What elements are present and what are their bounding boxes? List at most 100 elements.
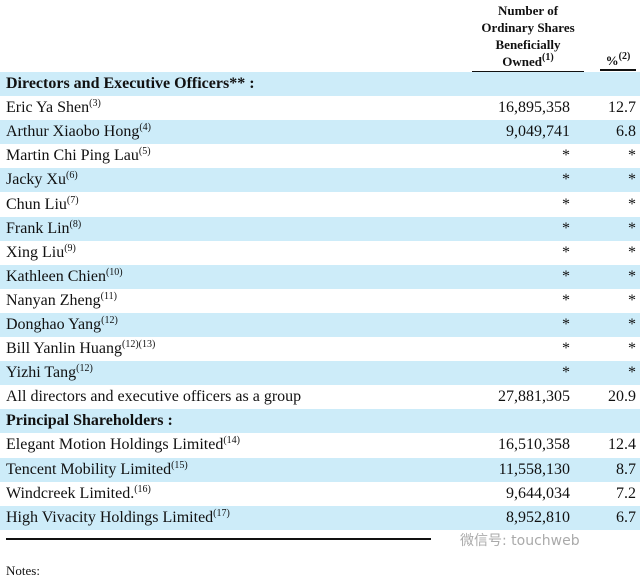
header-line: Owned(1) [472, 53, 584, 73]
name-text: Frank Lin [6, 219, 70, 237]
section-header-row: Directors and Executive Officers** : [0, 72, 640, 97]
row-name: Xing Liu(9) [0, 242, 460, 262]
name-text: Xing Liu [6, 243, 65, 261]
percent-cell: * [628, 171, 636, 189]
name-text: Chun Liu [6, 195, 67, 213]
table-row: All directors and executive officers as … [0, 385, 640, 409]
percent-cell: * [628, 291, 636, 309]
shares-cell: * [562, 267, 570, 285]
percent-cell: * [628, 195, 636, 213]
row-name: All directors and executive officers as … [0, 388, 460, 406]
percent-cell: * [628, 243, 636, 261]
table-row: Martin Chi Ping Lau(5) * * [0, 144, 640, 168]
row-name: Frank Lin(8) [0, 219, 460, 238]
row-name: Windcreek Limited.(16) [0, 483, 460, 503]
divider [6, 538, 431, 540]
shares-column-header: Number of Ordinary Shares Beneficially O… [470, 2, 586, 73]
percent-cell: * [628, 219, 636, 237]
header-line: Number of [497, 3, 559, 18]
section-header-row: Principal Shareholders : [0, 409, 640, 434]
row-name: Tencent Mobility Limited(15) [0, 459, 460, 479]
shares-cell: * [562, 219, 570, 237]
table-row: Jacky Xu(6) * * [0, 168, 640, 193]
footnote-ref: (11) [100, 290, 117, 302]
footnote-ref: (12) [76, 363, 93, 375]
name-text: Donghao Yang [6, 315, 102, 333]
table-row: Arthur Xiaobo Hong(4) 9,049,741 6.8 [0, 120, 640, 145]
table-row: Nanyan Zheng(11) * * [0, 289, 640, 313]
name-text: Principal Shareholders : [6, 412, 173, 430]
name-text: Windcreek Limited. [6, 484, 135, 502]
table-row: Kathleen Chien(10) * * [0, 264, 640, 289]
footnote-ref: (12)(13) [122, 339, 156, 351]
name-text: Kathleen Chien [6, 267, 106, 285]
row-name: Chun Liu(7) [0, 195, 460, 214]
ownership-table: Directors and Executive Officers** : Eric… [0, 72, 640, 530]
percent-cell: * [628, 315, 636, 333]
name-text: Elegant Motion Holdings Limited [6, 436, 224, 454]
notes-label: Notes: [6, 563, 40, 578]
header-line: Ordinary Shares [481, 20, 575, 35]
shares-cell: 16,895,358 [498, 99, 570, 117]
name-text: Nanyan Zheng [6, 291, 101, 309]
name-text: High Vivacity Holdings Limited [6, 508, 214, 526]
shares-cell: * [562, 195, 570, 213]
name-text: Directors and Executive Officers** : [6, 75, 255, 93]
table-row: High Vivacity Holdings Limited(17) 8,952,… [0, 505, 640, 530]
footnote-ref: (15) [171, 459, 188, 471]
shares-cell: * [562, 364, 570, 382]
footnote-ref: (17) [213, 507, 230, 519]
shares-cell: * [562, 340, 570, 358]
header-text: Owned [502, 54, 543, 69]
table-row: Bill Yanlin Huang(12)(13) * * [0, 337, 640, 361]
footnote-ref: (14) [223, 435, 240, 447]
percent-cell: 20.9 [608, 388, 636, 406]
table-row: Chun Liu(7) * * [0, 192, 640, 216]
percent-cell: 8.7 [616, 460, 636, 478]
percent-cell: 6.7 [616, 508, 636, 526]
footnote-ref: (9) [64, 242, 76, 254]
row-name: Martin Chi Ping Lau(5) [0, 147, 460, 165]
table-row: Tencent Mobility Limited(15) 11,558,130 8.… [0, 457, 640, 482]
shares-cell: * [562, 171, 570, 189]
name-text: Bill Yanlin Huang [6, 340, 123, 358]
percent-cell: 12.4 [608, 436, 636, 454]
name-text: Martin Chi Ping Lau [6, 147, 139, 165]
row-name: Directors and Executive Officers** : [0, 75, 640, 93]
table-row: Windcreek Limited.(16) 9,644,034 7.2 [0, 482, 640, 506]
percent-cell: 6.8 [616, 123, 636, 141]
shares-cell: 9,644,034 [506, 484, 570, 502]
shares-cell: * [562, 315, 570, 333]
name-text: Yizhi Tang [6, 364, 77, 382]
footnote-ref: (12) [101, 314, 118, 326]
row-name: Nanyan Zheng(11) [0, 290, 460, 310]
row-name: Kathleen Chien(10) [0, 266, 460, 286]
name-text: All directors and executive officers as … [6, 388, 302, 406]
table-row: Elegant Motion Holdings Limited(14) 16,51… [0, 433, 640, 457]
name-text: Arthur Xiaobo Hong [6, 123, 140, 141]
shares-cell: 16,510,358 [498, 436, 570, 454]
shares-cell: 27,881,305 [498, 388, 570, 406]
footnote-ref: (5) [138, 146, 151, 158]
table-row: Donghao Yang(12) * * [0, 312, 640, 338]
footnote-ref: (10) [105, 266, 123, 278]
shares-cell: * [562, 291, 570, 309]
name-text: Jacky Xu [6, 171, 66, 189]
shares-cell: * [562, 243, 570, 261]
percent-cell: 12.7 [608, 99, 636, 117]
header-line: Beneficially [495, 37, 561, 52]
footnote-ref: (16) [134, 483, 151, 495]
table-row: Yizhi Tang(12) * * [0, 361, 640, 386]
percent-cell: * [628, 267, 636, 285]
row-name: Jacky Xu(6) [0, 171, 460, 189]
table-row: Eric Ya Shen(3) 16,895,358 12.7 [0, 96, 640, 120]
row-name: High Vivacity Holdings Limited(17) [0, 507, 460, 527]
percent-cell: * [628, 364, 636, 382]
percent-cell: * [628, 340, 636, 358]
percent-column-header: %(2) [600, 52, 636, 71]
row-name: Principal Shareholders : [0, 412, 640, 430]
shares-cell: * [562, 147, 570, 165]
footnote-ref: (6) [65, 170, 78, 182]
footnote-ref: (4) [139, 122, 151, 134]
footnote-ref: (3) [89, 98, 101, 110]
